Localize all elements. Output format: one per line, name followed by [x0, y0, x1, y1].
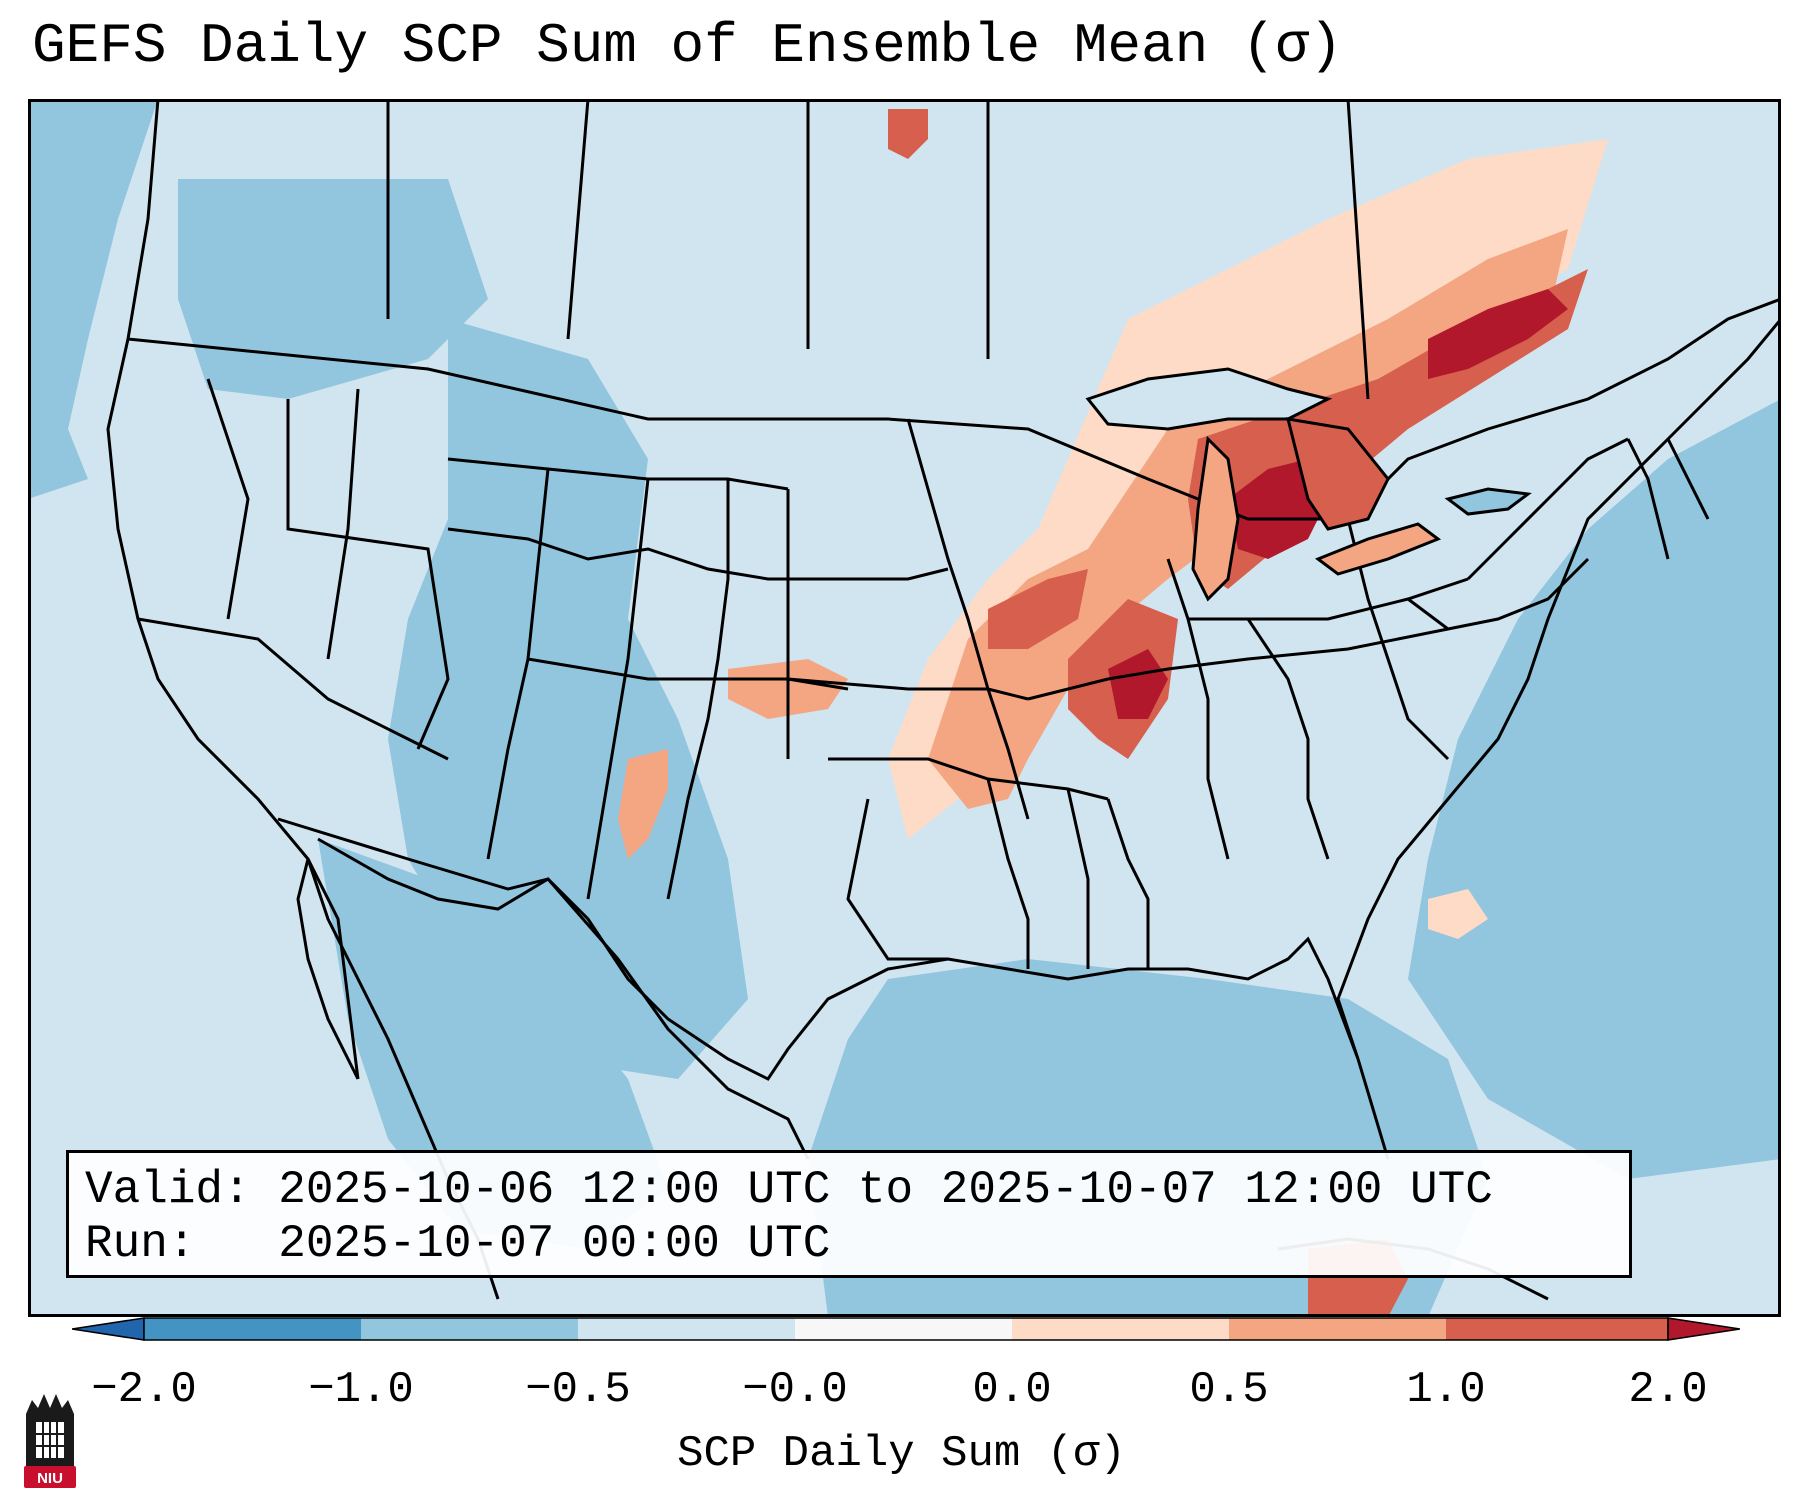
- niu-logo: NIU: [22, 1390, 78, 1490]
- colorbar-tick-label: 2.0: [1628, 1365, 1708, 1415]
- lake-michigan: [1191, 435, 1240, 602]
- chart-title: GEFS Daily SCP Sum of Ensemble Mean (σ): [32, 14, 1343, 78]
- map-canvas: [28, 99, 1781, 1317]
- colorbar-outline: [143, 1317, 1669, 1341]
- anomaly-strong-iowa: [988, 569, 1088, 649]
- lake-huron: [1285, 417, 1390, 531]
- colorbar-extend-high: [1667, 1317, 1740, 1341]
- canadian-province-lines: [386, 99, 1370, 400]
- colorbar-tick-label: −1.0: [308, 1365, 414, 1415]
- lake-ontario: [1444, 487, 1532, 516]
- colorbar-tick-label: 0.5: [1189, 1365, 1269, 1415]
- anomaly-extreme-ontario: [1428, 289, 1568, 379]
- colorbar-extend-low: [72, 1317, 145, 1341]
- colorbar-bin-4: [795, 1318, 1012, 1340]
- anomaly-extreme-illinois: [1108, 649, 1168, 719]
- colorbar-bin-6: [1229, 1318, 1446, 1340]
- us-coastline: [106, 99, 1781, 1160]
- northwest-field: [178, 179, 488, 399]
- mexico-border: [277, 817, 810, 1160]
- colorbar-tick-label: 0.0: [972, 1365, 1052, 1415]
- colorbar-bin-7: [1446, 1318, 1668, 1340]
- state-boundaries: [137, 378, 1710, 969]
- pacific-ocean-field: [28, 99, 158, 499]
- map-frame-border: [28, 99, 1781, 1317]
- colorbar: [72, 1317, 1740, 1341]
- lake-superior: [1085, 367, 1333, 431]
- colorbar-tick-label: −0.5: [525, 1365, 631, 1415]
- colorbar-bin-5: [1012, 1318, 1229, 1340]
- valid-time-box: Valid: 2025-10-06 12:00 UTC to 2025-10-0…: [66, 1150, 1632, 1278]
- lake-erie: [1314, 522, 1442, 576]
- western-mountain-field: [388, 319, 748, 1079]
- colorbar-label: SCP Daily Sum (σ): [677, 1429, 1126, 1479]
- anomaly-atlantic-light: [1428, 889, 1488, 939]
- colorbar-tick-label: 1.0: [1406, 1365, 1486, 1415]
- colorbar-tick-label: −0.0: [742, 1365, 848, 1415]
- map-panel: [28, 99, 1781, 1317]
- colorbar-tick-label: −2.0: [91, 1365, 197, 1415]
- valid-time-text: Valid: 2025-10-06 12:00 UTC to 2025-10-0…: [85, 1164, 1493, 1216]
- mexico-field: [318, 839, 668, 1249]
- anomaly-northern-canada: [888, 109, 928, 159]
- us-canada-border: [127, 297, 1781, 521]
- colorbar-bin-3: [578, 1318, 795, 1340]
- colorbar-bin-1: [144, 1318, 361, 1340]
- anomaly-new-mexico: [618, 749, 668, 859]
- colorbar-bin-2: [361, 1318, 578, 1340]
- atlantic-ocean-field: [1408, 399, 1781, 1179]
- niu-logo-text: NIU: [37, 1470, 63, 1487]
- niu-logo-icon: [24, 1394, 76, 1488]
- run-time-text: Run: 2025-10-07 00:00 UTC: [85, 1218, 831, 1270]
